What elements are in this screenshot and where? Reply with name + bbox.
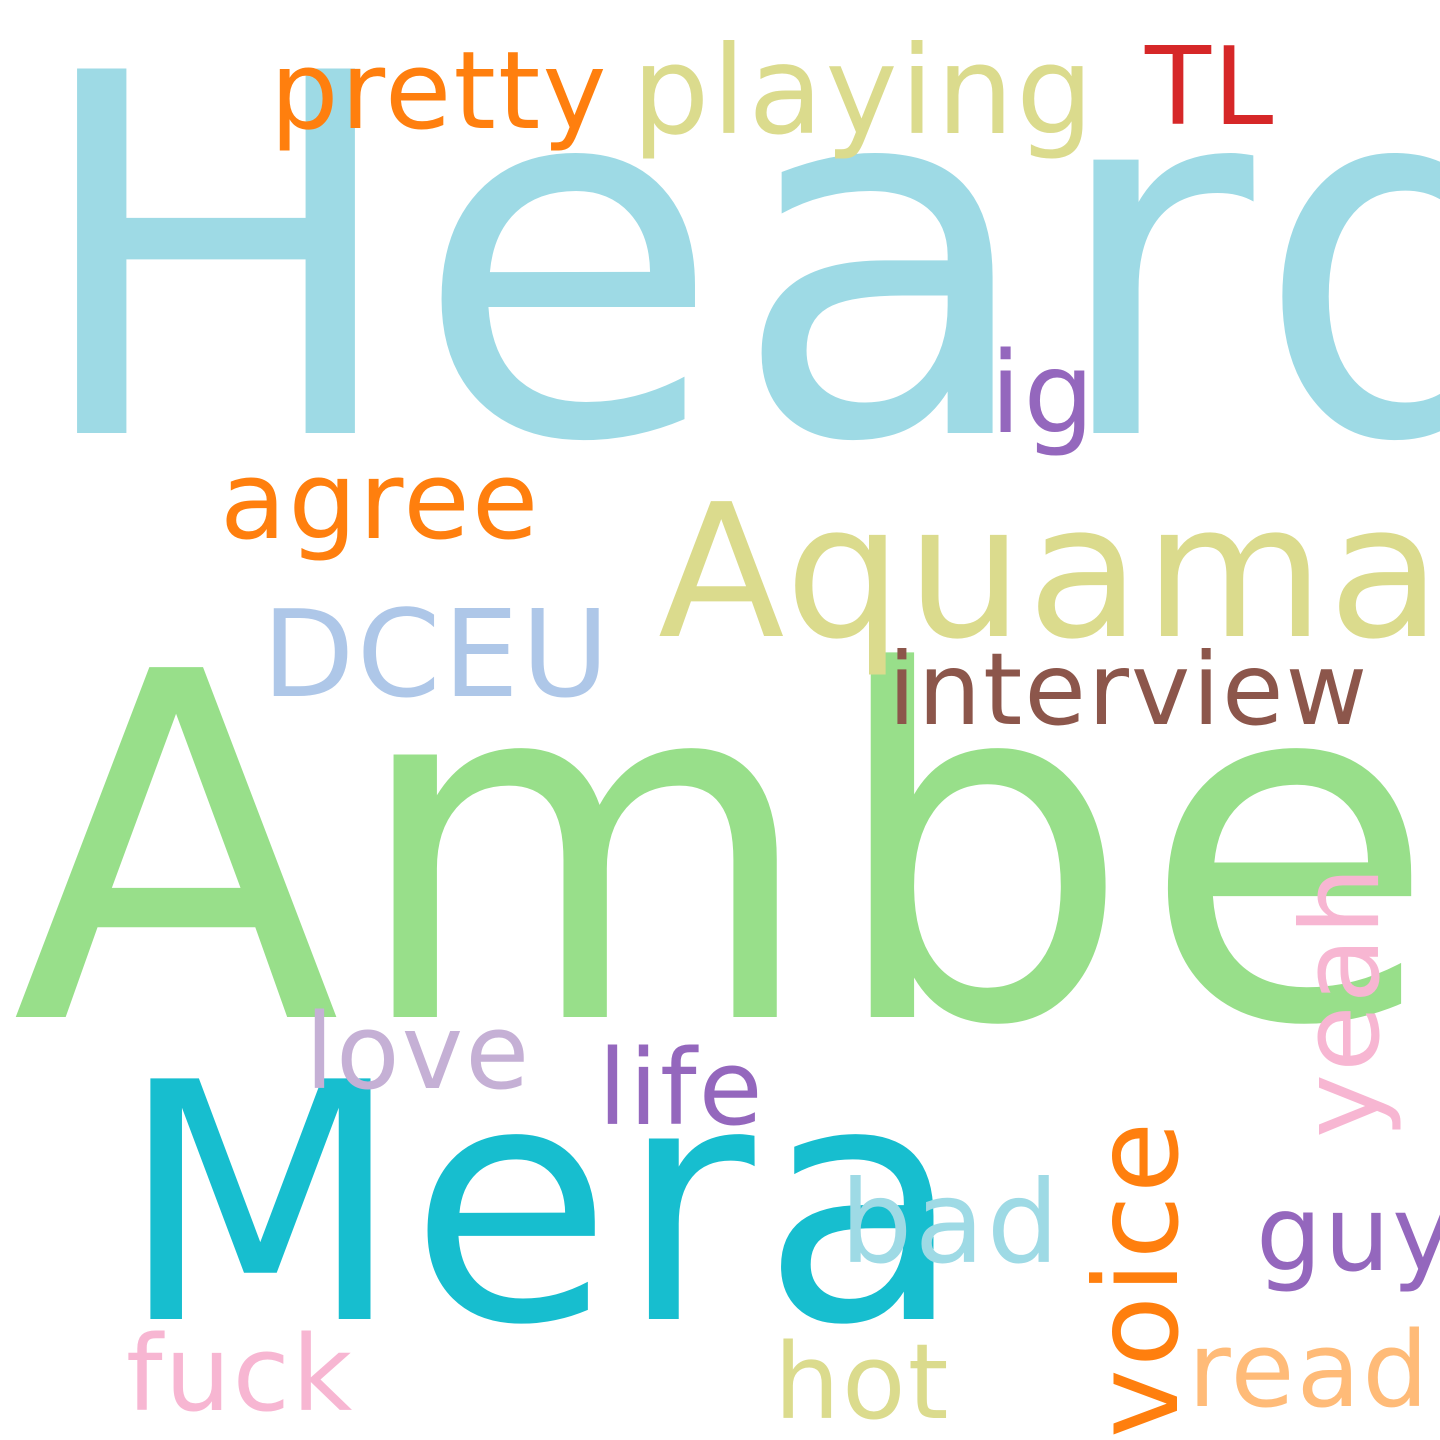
word-love: love	[305, 991, 532, 1113]
word-life: life	[598, 1027, 765, 1149]
word-dceu: DCEU	[262, 586, 612, 725]
word-tl: TL	[1145, 25, 1276, 150]
word-playing: playing	[632, 20, 1097, 162]
word-ig: ig	[990, 329, 1097, 459]
word-yeah: yeah	[1279, 864, 1404, 1138]
word-read: read	[1188, 1309, 1431, 1431]
word-interview: interview	[888, 631, 1370, 748]
word-aquaman: Aquaman	[658, 464, 1440, 680]
word-fuck: fuck	[126, 1313, 355, 1435]
word-guy: guy	[1256, 1173, 1440, 1295]
word-mera: Mera	[118, 1013, 971, 1397]
word-bad: bad	[840, 1156, 1062, 1289]
word-voice: voice	[1070, 1119, 1205, 1438]
word-pretty: pretty	[270, 29, 609, 154]
word-hot: hot	[774, 1321, 951, 1440]
word-agree: agree	[220, 439, 541, 564]
word-heard: Heard	[28, 0, 1440, 551]
word-amber: Amber	[12, 572, 1440, 1131]
